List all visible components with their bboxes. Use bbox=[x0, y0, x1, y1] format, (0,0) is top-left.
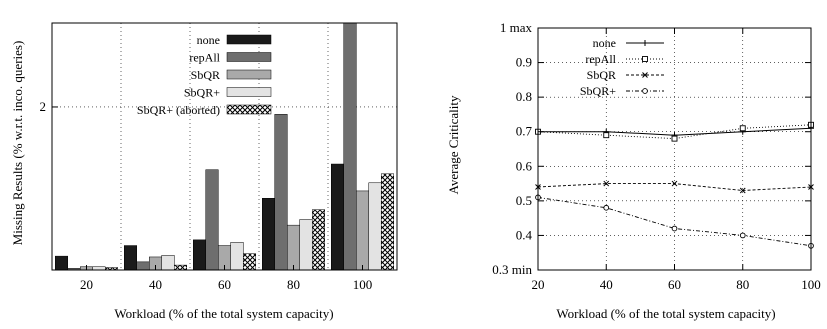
bar-chart-y-tick-label: 2 bbox=[40, 99, 47, 114]
bar-chart-x-tick-label: 60 bbox=[218, 277, 231, 292]
bar-repall-40 bbox=[136, 261, 150, 271]
bar-chart-x-axis-label: Workload (% of the total system capacity… bbox=[114, 306, 333, 321]
bar-repall-100 bbox=[343, 22, 357, 271]
point-sbqr-60 bbox=[671, 180, 678, 187]
point-sbqr-60 bbox=[671, 225, 678, 232]
line-legend-label-none: none bbox=[593, 36, 616, 50]
line-chart-ticks: 0.3 min 0.4 0.5 0.6 0.7 0.8 0.9 1 max 20 40 60 80 10… bbox=[492, 20, 820, 292]
bar-chart-x-tick-label: 40 bbox=[149, 277, 162, 292]
line-chart-grid bbox=[538, 28, 811, 270]
bar-sbqr-40 bbox=[161, 255, 175, 271]
line-chart-x-axis-label: Workload (% of the total system capacity… bbox=[556, 306, 775, 321]
legend-label-repall: repAll bbox=[189, 51, 220, 65]
bar-chart-x-tick-label: 20 bbox=[80, 277, 93, 292]
point-sbqr-80 bbox=[739, 187, 746, 194]
bar-chart-x-tick-label: 100 bbox=[353, 277, 373, 292]
bar-repall-60 bbox=[205, 169, 219, 271]
line-repall bbox=[537, 124, 812, 140]
line-chart-legend: none repAll SbQR SbQR+ bbox=[580, 36, 664, 98]
line-legend-marker-sbqr bbox=[642, 72, 648, 78]
point-repall-80 bbox=[739, 125, 746, 132]
line-legend-marker-none bbox=[642, 40, 648, 46]
legend-swatch-repall bbox=[226, 52, 272, 62]
legend-label-sbqr: SbQR+ bbox=[184, 86, 220, 100]
bar-sbqr-80 bbox=[287, 224, 300, 271]
bar-sbqr-aborted-80 bbox=[312, 209, 325, 271]
line-legend-label-sbqr: SbQR bbox=[587, 68, 616, 82]
bar-repall-80 bbox=[274, 114, 288, 271]
bar-none-100 bbox=[331, 163, 344, 271]
line-chart-x-tick-label: 60 bbox=[668, 277, 681, 292]
line-chart-y-tick-label: 0.5 bbox=[516, 193, 532, 208]
bar-chart-legend: none repAll SbQR SbQR+ SbQR+ (aborted) bbox=[137, 33, 272, 117]
bar-sbqr-100 bbox=[368, 182, 382, 271]
bar-sbqr-aborted-100 bbox=[381, 173, 394, 271]
bar-sbqr-100 bbox=[356, 190, 369, 271]
legend-swatch-sbqr bbox=[226, 87, 272, 97]
legend-label-sbqr-aborted: SbQR+ (aborted) bbox=[137, 103, 220, 117]
bar-chart-x-tick-label: 80 bbox=[287, 277, 300, 292]
bar-none-80 bbox=[262, 198, 275, 271]
bar-sbqr-80 bbox=[299, 219, 313, 271]
line-chart-y-tick-label: 0.3 min bbox=[492, 262, 532, 277]
bar-chart: 2 20 40 60 80 100 none repAll SbQR SbQR+ SbQR+ (a… bbox=[10, 22, 398, 321]
line-chart-y-axis-label: Average Criticality bbox=[446, 95, 461, 195]
bar-sbqr-aborted-60 bbox=[243, 253, 256, 271]
bar-chart-ticks: 2 20 40 60 80 100 bbox=[40, 99, 373, 292]
line-chart-x-tick-label: 20 bbox=[532, 277, 545, 292]
point-sbqr-40 bbox=[603, 180, 610, 187]
line-chart-y-tick-label: 0.9 bbox=[516, 55, 532, 70]
line-sbqr bbox=[537, 196, 812, 247]
bar-none-20 bbox=[55, 255, 68, 271]
bar-chart-bars bbox=[55, 22, 394, 271]
line-chart-x-tick-label: 100 bbox=[801, 277, 821, 292]
bar-sbqr-60 bbox=[230, 242, 244, 271]
point-sbqr-80 bbox=[739, 232, 746, 239]
line-legend-marker-repall bbox=[642, 56, 648, 62]
line-chart-y-tick-label: 0.7 bbox=[516, 124, 533, 139]
line-chart-y-tick-label: 0.6 bbox=[516, 158, 533, 173]
bar-chart-y-axis-label: Missing Results (% w.r.t. inco. queries) bbox=[10, 41, 25, 246]
line-chart-x-tick-label: 40 bbox=[600, 277, 613, 292]
line-chart-y-tick-label: 0.4 bbox=[516, 227, 533, 242]
point-sbqr-40 bbox=[603, 204, 610, 211]
legend-swatch-sbqr-aborted bbox=[226, 104, 272, 115]
point-repall-40 bbox=[603, 132, 610, 139]
line-chart: 0.3 min 0.4 0.5 0.6 0.7 0.8 0.9 1 max 20 40 60 80 10… bbox=[446, 20, 821, 321]
legend-swatch-sbqr bbox=[226, 69, 272, 80]
bar-chart-grid bbox=[52, 23, 397, 270]
point-repall-60 bbox=[671, 135, 678, 142]
line-legend-label-repall: repAll bbox=[585, 52, 616, 66]
legend-swatch-none bbox=[226, 34, 272, 45]
line-chart-y-tick-label: 0.8 bbox=[516, 89, 532, 104]
bar-sbqr-aborted-40 bbox=[174, 264, 187, 271]
line-legend-marker-sbqr bbox=[642, 88, 648, 94]
line-legend-label-sbqr: SbQR+ bbox=[580, 84, 616, 98]
bar-none-60 bbox=[193, 239, 206, 271]
line-chart-x-tick-label: 80 bbox=[736, 277, 749, 292]
legend-label-sbqr: SbQR bbox=[191, 68, 220, 82]
line-chart-y-tick-label: 1 max bbox=[500, 20, 533, 35]
legend-label-none: none bbox=[197, 33, 220, 47]
line-chart-series bbox=[535, 121, 814, 249]
bar-none-40 bbox=[124, 245, 137, 271]
